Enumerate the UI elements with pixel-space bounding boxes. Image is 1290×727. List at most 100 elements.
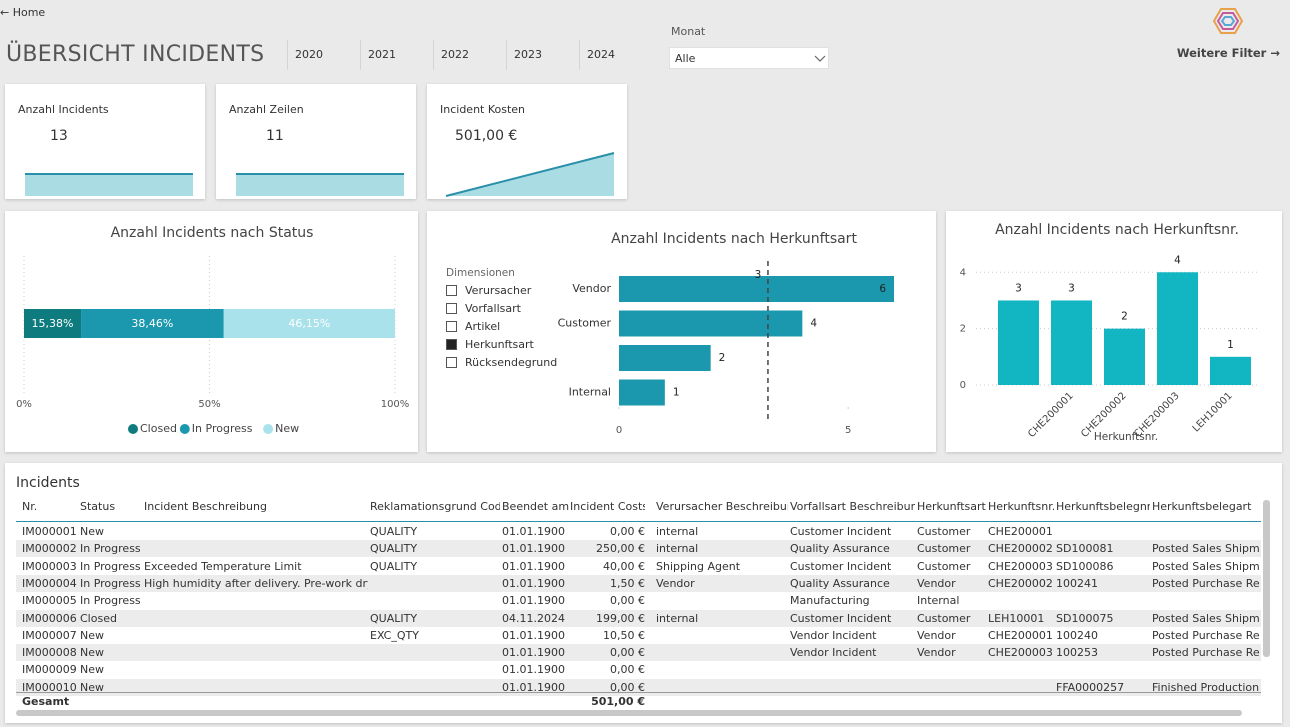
data-label: 4	[1174, 254, 1181, 266]
y-tick-label: 4	[960, 267, 966, 278]
column-header[interactable]: Beendet am	[502, 500, 570, 513]
column-header[interactable]: Nr.	[22, 500, 38, 513]
checkbox[interactable]	[446, 357, 457, 368]
table-cell: CHE200002	[988, 576, 1053, 590]
table-cell: Customer	[917, 611, 971, 625]
table-cell: Customer	[917, 525, 971, 538]
table-cell: New	[80, 680, 104, 694]
checkbox[interactable]	[446, 285, 457, 296]
table-cell: 100241	[1056, 576, 1098, 590]
card: Anzahl Zeilen 11	[216, 84, 416, 199]
herkunftsart-panel: Anzahl Incidents nach Herkunftsart Dimens…	[427, 211, 936, 452]
year-button[interactable]: 2023	[506, 40, 568, 70]
table-cell: Vendor	[917, 576, 956, 590]
y-tick-label: 0	[960, 380, 966, 391]
table-cell: New	[80, 525, 104, 538]
data-label: 3	[1015, 282, 1022, 294]
data-label: 6	[879, 283, 886, 295]
column-header[interactable]: Reklamationsgrund Code	[370, 500, 500, 513]
table-cell: 01.01.1900	[502, 576, 565, 590]
column-header[interactable]: Herkunftsnr.	[988, 500, 1054, 513]
column-header[interactable]: Vorfallsart Beschreibung	[790, 500, 915, 513]
table-cell: Quality Assurance	[790, 576, 890, 590]
table-cell: 199,00 €	[596, 611, 645, 625]
row-band	[16, 609, 1261, 627]
table-cell: 250,00 €	[596, 542, 645, 556]
page-title: ÜBERSICHT INCIDENTS	[6, 42, 265, 67]
sparkline	[25, 173, 193, 196]
table-cell: 0,00 €	[610, 525, 645, 538]
card-label: Anzahl Incidents	[18, 103, 109, 116]
column-header[interactable]: Status	[80, 500, 116, 513]
month-value: Alle	[675, 52, 696, 65]
column-header[interactable]: Incident Costs _	[570, 500, 645, 513]
table-cell: New	[80, 663, 104, 677]
slicer-item: Herkunftsart	[465, 338, 535, 351]
bar-segment	[81, 309, 224, 338]
x-tick-label: 50%	[198, 399, 220, 410]
card-value: 501,00 €	[455, 128, 518, 144]
table-cell: 01.01.1900	[502, 559, 565, 573]
card-label: Incident Kosten	[440, 103, 526, 116]
year-button[interactable]: 2022	[433, 40, 495, 70]
table-cell: Quality Assurance	[790, 542, 890, 556]
herkunftsart-chart: Anzahl Incidents nach Herkunftsart Dimens…	[446, 231, 894, 436]
year-button[interactable]: 2021	[360, 40, 422, 70]
table-cell: 01.01.1900	[502, 646, 565, 660]
chart-title: Anzahl Incidents nach Status	[111, 225, 314, 241]
year-button[interactable]: 2020	[287, 40, 349, 70]
chart-title: Anzahl Incidents nach Herkunftsnr.	[995, 222, 1239, 238]
bar	[619, 345, 711, 371]
bar-segment	[24, 309, 82, 338]
y-tick-label: Internal	[569, 386, 611, 399]
table-cell: SD100086	[1056, 559, 1114, 573]
back-link[interactable]: ← Home	[0, 6, 46, 19]
bar	[619, 276, 894, 302]
table-cell: 100253	[1056, 646, 1098, 660]
table-cell: Posted Purchase Receip	[1152, 646, 1260, 660]
bar	[619, 310, 803, 337]
checkbox[interactable]	[446, 321, 457, 332]
data-label: 38,46%	[131, 317, 173, 330]
table-cell: Vendor	[917, 628, 956, 642]
table-cell: IM000006	[22, 611, 77, 625]
column-header[interactable]: Herkunftsbelegart	[1152, 500, 1252, 513]
table-cell: CHE200001	[988, 628, 1053, 642]
table-cell: 0,00 €	[610, 646, 645, 660]
table-cell: Customer Incident	[790, 559, 892, 573]
status-chart: Anzahl Incidents nach Status 0% 50% 100% 15,…	[16, 225, 410, 435]
column-header[interactable]: Herkunftsbelegnr.	[1056, 500, 1150, 513]
legend-marker	[263, 424, 274, 434]
table-cell: Customer	[917, 559, 971, 573]
bar	[1051, 300, 1092, 385]
column-header[interactable]: Herkunftsart	[917, 500, 986, 513]
v-scrollbar[interactable]	[1263, 500, 1270, 657]
data-label: 46,15%	[288, 317, 330, 330]
checkbox[interactable]	[446, 303, 457, 314]
table-cell: 0,00 €	[610, 594, 645, 608]
table-cell: QUALITY	[370, 559, 418, 573]
x-tick-label: 100%	[381, 399, 410, 410]
table-cell: IM000005	[22, 594, 77, 608]
table-cell: Finished Production Or	[1152, 680, 1260, 694]
row-band	[16, 574, 1261, 592]
table-cell: 01.01.1900	[502, 542, 565, 556]
data-label: 2	[1121, 311, 1128, 323]
checkbox[interactable]	[446, 339, 457, 350]
more-filters[interactable]: Weitere Filter →	[1176, 46, 1280, 60]
year-button[interactable]: 2024	[579, 40, 641, 70]
table-cell: Shipping Agent	[656, 559, 741, 573]
table-cell: IM000001	[22, 525, 77, 538]
column-header[interactable]: Incident Beschreibung	[144, 500, 267, 513]
column-header[interactable]: Verursacher Beschreibung	[656, 500, 788, 513]
x-axis-title: Herkunftsnr.	[1094, 431, 1158, 443]
table-cell: New	[80, 628, 104, 642]
card-value: 13	[50, 128, 68, 144]
table-cell: CHE200002	[988, 542, 1053, 556]
data-label: 3	[1068, 282, 1075, 294]
month-dropdown[interactable]: Alle	[669, 47, 829, 69]
table-cell: IM000003	[22, 559, 77, 573]
logo	[1213, 8, 1243, 34]
slicer-item: Artikel	[465, 320, 500, 333]
h-scrollbar[interactable]	[16, 710, 1242, 716]
